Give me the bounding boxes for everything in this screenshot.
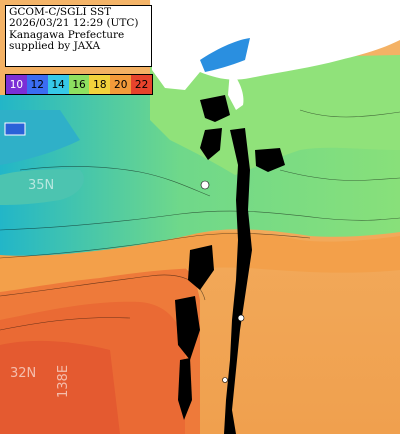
legend-item-10: 10 [6, 75, 27, 94]
legend-item-12: 12 [26, 75, 48, 94]
coast-box [4, 122, 26, 136]
contours [0, 109, 400, 331]
cold-inshore-2 [0, 169, 84, 205]
caption-line-3: Kanagawa Prefecture [9, 28, 125, 41]
legend-item-20: 20 [110, 75, 132, 94]
map-caption: GCOM-C/SGLI SST 2026/03/21 12:29 (UTC) K… [5, 5, 152, 67]
caption-line-2: 2026/03/21 12:29 (UTC) [9, 17, 139, 30]
legend-item-14: 14 [47, 75, 69, 94]
land-peninsula [228, 70, 244, 110]
caption-line-4: supplied by JAXA [9, 40, 101, 53]
lon-label: 138E [56, 364, 71, 398]
sst-color-legend: 10 12 14 16 18 20 22 [5, 74, 153, 95]
cloud-mask [175, 95, 285, 434]
legend-item-18: 18 [89, 75, 111, 94]
islands [200, 180, 245, 383]
cold-bay [200, 38, 250, 72]
lat-label-lower: 32N [10, 366, 37, 381]
caption-line-1: GCOM-C/SGLI SST [9, 6, 112, 18]
lat-label-upper: 35N [28, 178, 55, 193]
warm-eddy [0, 340, 120, 434]
legend-item-22: 22 [131, 75, 153, 94]
legend-item-16: 16 [68, 75, 90, 94]
